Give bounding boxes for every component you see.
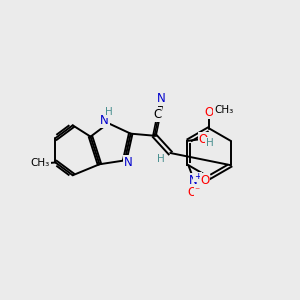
Text: CH₃: CH₃: [214, 105, 233, 115]
Text: H: H: [105, 107, 113, 117]
Text: O: O: [188, 186, 197, 199]
Text: H: H: [158, 154, 165, 164]
Text: O: O: [200, 174, 210, 187]
Text: ⁻: ⁻: [195, 186, 200, 196]
Text: CH₃: CH₃: [31, 158, 50, 168]
Text: N: N: [157, 92, 166, 105]
Text: N: N: [124, 156, 133, 169]
Text: N: N: [100, 114, 109, 128]
Text: H: H: [206, 138, 214, 148]
Text: O: O: [205, 106, 214, 119]
Text: +: +: [194, 172, 201, 181]
Text: O: O: [199, 133, 208, 146]
Text: N: N: [189, 174, 198, 187]
Text: C: C: [153, 108, 162, 121]
